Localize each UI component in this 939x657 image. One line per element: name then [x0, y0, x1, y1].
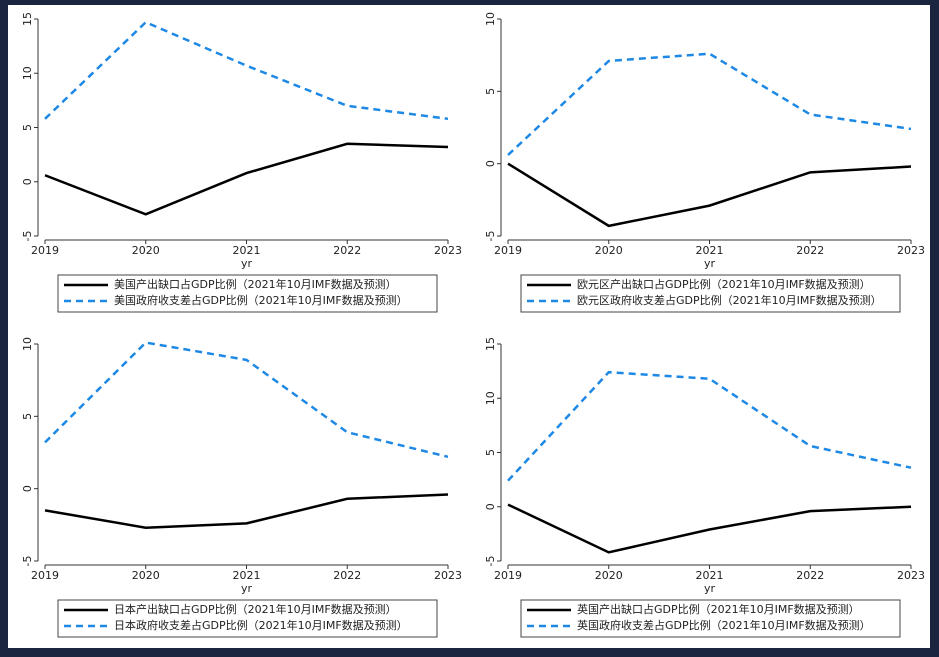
- x-tick-label: 2021: [233, 569, 261, 582]
- x-tick-label: 2023: [434, 244, 462, 257]
- y-tick-label: 5: [21, 124, 34, 131]
- legend-box: [57, 599, 438, 638]
- legend-box: [520, 599, 901, 638]
- x-tick-label: 2022: [796, 569, 824, 582]
- x-tick-label: 2021: [696, 569, 724, 582]
- x-tick-label: 2022: [333, 244, 361, 257]
- legend-box: [57, 274, 438, 313]
- legend-label: 美国政府收支差占GDP比例（2021年10月IMF数据及预测）: [114, 293, 408, 307]
- x-tick-label: 2020: [132, 244, 160, 257]
- y-tick-label: 0: [484, 503, 497, 510]
- x-tick-label: 2019: [31, 569, 59, 582]
- legend-label: 美国产出缺口占GDP比例（2021年10月IMF数据及预测）: [114, 277, 397, 291]
- x-tick-label: 2023: [897, 244, 925, 257]
- y-tick-label: 10: [484, 12, 497, 26]
- series-line: [44, 142, 449, 216]
- series-line: [44, 493, 449, 529]
- y-tick-label: -5: [21, 231, 34, 242]
- panel-background: [8, 5, 930, 648]
- x-tick-label: 2019: [31, 244, 59, 257]
- y-tick-label: 0: [21, 485, 34, 492]
- legend-label: 英国产出缺口占GDP比例（2021年10月IMF数据及预测）: [577, 602, 860, 616]
- y-tick-label: 5: [484, 88, 497, 95]
- x-tick-label: 2023: [434, 569, 462, 582]
- y-tick-label: 0: [21, 178, 34, 185]
- legend-label: 欧元区产出缺口占GDP比例（2021年10月IMF数据及预测）: [577, 277, 871, 291]
- series-line: [507, 503, 912, 554]
- y-tick-label: 15: [484, 337, 497, 351]
- x-axis-label: yr: [241, 257, 253, 270]
- series-line: [44, 341, 449, 459]
- legend-label: 英国政府收支差占GDP比例（2021年10月IMF数据及预测）: [577, 618, 871, 632]
- y-tick-label: 0: [484, 160, 497, 167]
- x-axis-label: yr: [704, 257, 716, 270]
- x-tick-label: 2021: [696, 244, 724, 257]
- x-tick-label: 2022: [796, 244, 824, 257]
- x-tick-label: 2023: [897, 569, 925, 582]
- legend-label: 日本政府收支差占GDP比例（2021年10月IMF数据及预测）: [114, 618, 408, 632]
- y-tick-label: 10: [21, 66, 34, 80]
- x-tick-label: 2021: [233, 244, 261, 257]
- y-tick-label: -5: [484, 556, 497, 567]
- series-line: [507, 370, 912, 482]
- y-tick-label: 5: [484, 449, 497, 456]
- x-axis-label: yr: [241, 582, 253, 595]
- series-line: [507, 52, 912, 156]
- legend-box: [520, 274, 901, 313]
- series-line: [507, 162, 912, 228]
- x-tick-label: 2022: [333, 569, 361, 582]
- x-tick-label: 2019: [494, 244, 522, 257]
- x-tick-label: 2019: [494, 569, 522, 582]
- y-tick-label: -5: [484, 231, 497, 242]
- x-tick-label: 2020: [595, 569, 623, 582]
- y-tick-label: 10: [21, 337, 34, 351]
- x-axis-label: yr: [704, 582, 716, 595]
- legend-label: 欧元区政府收支差占GDP比例（2021年10月IMF数据及预测）: [577, 293, 882, 307]
- y-tick-label: 5: [21, 413, 34, 420]
- x-tick-label: 2020: [132, 569, 160, 582]
- x-tick-label: 2020: [595, 244, 623, 257]
- y-tick-label: -5: [21, 556, 34, 567]
- legend-label: 日本产出缺口占GDP比例（2021年10月IMF数据及预测）: [114, 602, 397, 616]
- y-tick-label: 15: [21, 12, 34, 26]
- y-tick-label: 10: [484, 391, 497, 405]
